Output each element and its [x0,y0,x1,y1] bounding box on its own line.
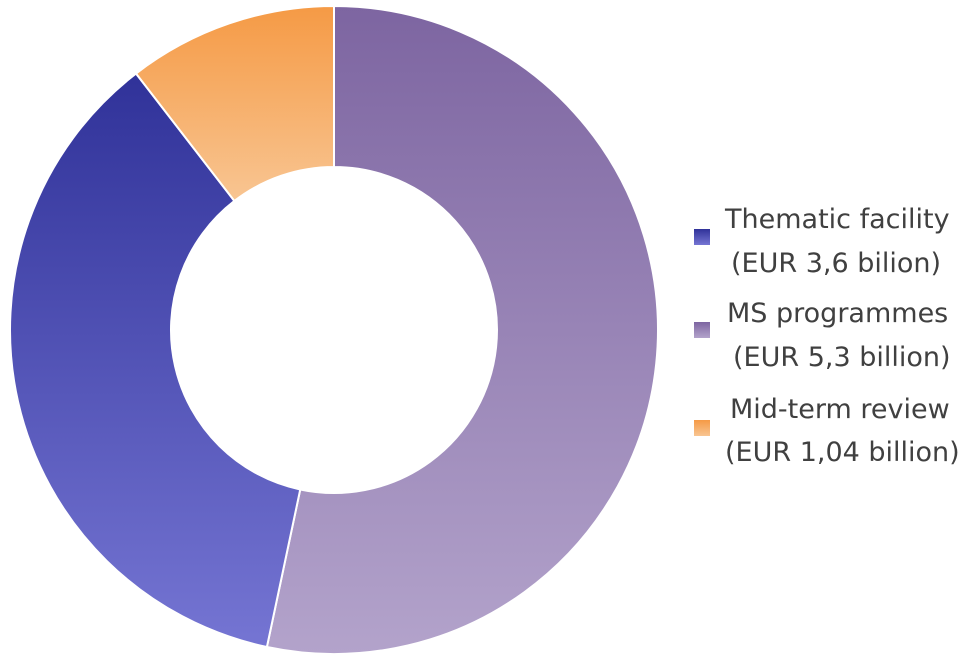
legend-label-midterm-line1: Mid-term review [730,394,950,425]
legend-swatch-thematic [694,229,710,245]
legend-label-thematic-line1: Thematic facility [724,204,950,235]
legend: Thematic facility (EUR 3,6 bilion) MS pr… [694,204,960,468]
donut-slices [9,4,659,654]
legend-swatch-midterm [694,420,710,436]
legend-label-midterm-line2: (EUR 1,04 billion) [725,437,960,468]
slice-ms [265,4,659,654]
slice-midterm [134,4,335,203]
legend-label-ms-line2: (EUR 5,3 billion) [733,342,951,373]
slice-thematic [9,72,302,649]
legend-label-thematic-line2: (EUR 3,6 bilion) [731,248,941,279]
legend-swatch-ms [694,322,710,338]
legend-label-ms-line1: MS programmes [727,298,948,329]
